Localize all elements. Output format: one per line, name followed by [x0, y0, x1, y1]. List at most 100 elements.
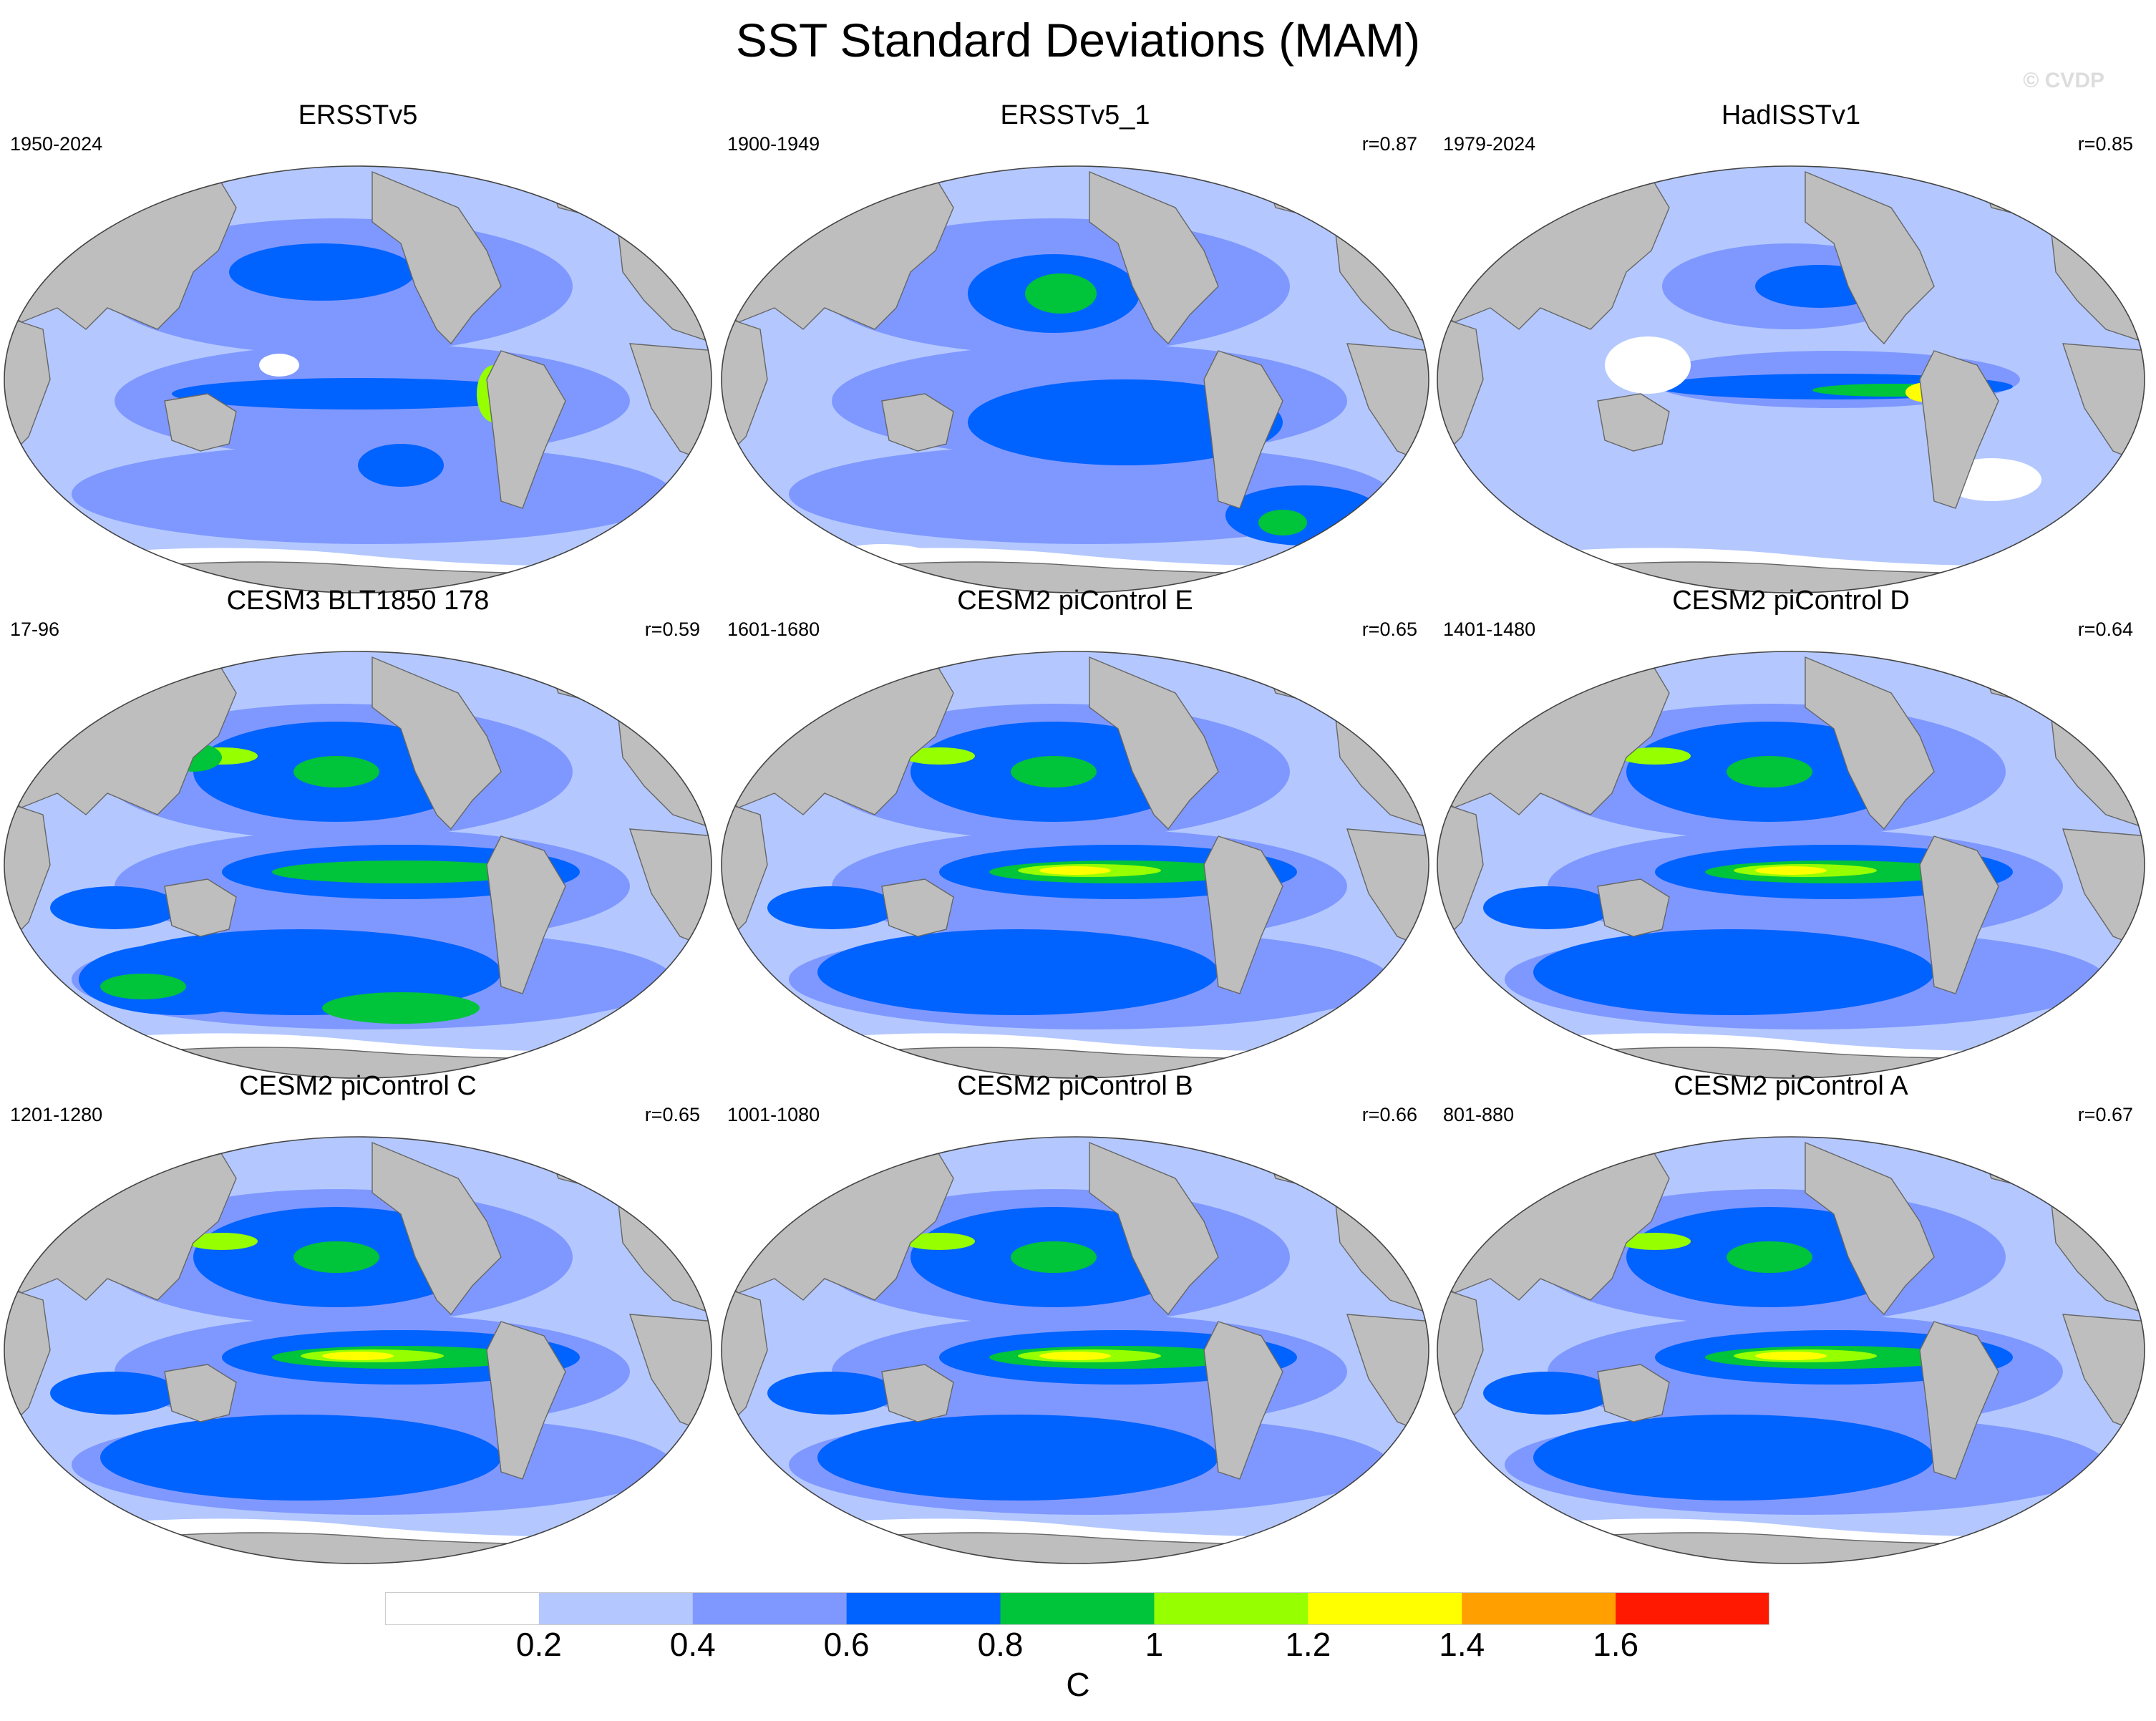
equatorial-pacific-peak	[1039, 1352, 1111, 1360]
colorbar-tick-label: 0.4	[669, 1626, 716, 1663]
globe-outline	[721, 651, 1429, 1079]
panel-title: CESM2 piControl E	[957, 586, 1193, 616]
kuroshio-region	[903, 747, 975, 765]
kuroshio-region	[903, 1233, 975, 1250]
maritime-continent-low	[1605, 336, 1691, 394]
panel-title: HadISSTv1	[1721, 100, 1861, 130]
south-america-landmass	[486, 350, 566, 509]
equatorial-pacific-core	[272, 860, 530, 883]
north-pacific-core	[1011, 756, 1097, 787]
map-panel: CESM2 piControl A 801-880 r=0.67	[1433, 1071, 2149, 1565]
north-america-landmass	[372, 170, 502, 345]
panel-period: 1201-1280	[10, 1104, 103, 1125]
equatorial-pacific-peak	[1755, 866, 1827, 875]
australia-landmass	[164, 1364, 237, 1422]
indian-ocean-region	[767, 1372, 896, 1415]
warm-pool-low	[259, 354, 299, 377]
map-panel: HadISSTv1 1979-2024 r=0.85	[1433, 100, 2149, 594]
panel-period: 1950-2024	[10, 133, 103, 155]
sst-map	[721, 1136, 1429, 1564]
map-body	[1437, 1137, 2145, 1564]
colorbar-tick-label: 0.8	[977, 1626, 1024, 1663]
south-america-landmass	[1919, 835, 1999, 994]
map-panel: CESM3 BLT1850 178 17-96 r=0.59	[0, 586, 716, 1080]
colorbar-bin	[538, 1592, 694, 1625]
southern-ocean-region	[817, 929, 1218, 1015]
south-america-landmass	[1203, 350, 1283, 509]
colorbar-tick-labels: 0.2 0.4 0.6 0.8 1 1.2 1.4 1.6	[0, 1625, 2156, 1675]
north-pacific-core	[1727, 1241, 1812, 1273]
southern-ocean-core	[322, 992, 480, 1024]
sst-map	[4, 165, 712, 593]
kuroshio-region	[1619, 747, 1691, 765]
southern-ocean-region	[1533, 1415, 1934, 1501]
sst-map	[4, 1136, 712, 1564]
indian-ocean-region	[1483, 1372, 1612, 1415]
panel-period: 17-96	[10, 619, 60, 640]
globe-outline	[1437, 651, 2145, 1079]
panel-correlation: r=0.59	[644, 619, 700, 640]
colorbar-bin	[846, 1592, 1001, 1625]
south-america-landmass	[1203, 835, 1283, 994]
equatorial-pacific	[172, 378, 544, 409]
south-atlantic-core-2	[1340, 518, 1383, 541]
north-america-landmass	[1805, 1141, 1935, 1316]
australia-landmass	[881, 878, 954, 937]
southern-ocean-region	[1533, 929, 1934, 1015]
equatorial-pacific-peak	[1755, 1352, 1827, 1360]
north-america-landmass	[1805, 656, 1935, 830]
north-pacific-core	[293, 756, 379, 787]
south-america-landmass	[1919, 350, 1999, 509]
colorbar-tick-label: 0.6	[823, 1626, 870, 1663]
north-pacific-core	[1011, 1241, 1097, 1273]
map-panel: CESM2 piControl D 1401-1480 r=0.64	[1433, 586, 2149, 1080]
colorbar-bin	[692, 1592, 848, 1625]
australia-landmass	[164, 393, 237, 452]
colorbar-svg	[385, 1592, 1770, 1625]
kuroshio-region	[1619, 1233, 1691, 1250]
map-panel: CESM2 piControl B 1001-1080 r=0.66	[717, 1071, 1433, 1565]
panel-period: 1001-1080	[727, 1104, 820, 1125]
panel-title: CESM2 piControl C	[239, 1071, 477, 1101]
globe-outline	[4, 165, 712, 593]
panel-title: CESM2 piControl B	[957, 1071, 1193, 1101]
map-body	[722, 651, 1429, 1078]
colorbar-tick-label: 0.2	[515, 1626, 562, 1663]
south-america-landmass	[1919, 1321, 1999, 1480]
north-america-landmass	[372, 1141, 502, 1316]
south-atlantic-region	[1225, 485, 1383, 546]
panel-title: ERSSTv5_1	[1000, 100, 1150, 130]
north-america-landmass	[1089, 656, 1219, 830]
sst-map	[1437, 1136, 2145, 1564]
colorbar-outline	[385, 1592, 1769, 1625]
sst-map	[721, 165, 1429, 593]
australia-landmass	[164, 878, 237, 937]
southern-ocean-region	[817, 1415, 1218, 1501]
sst-map	[1437, 165, 2145, 593]
panel-title: CESM2 piControl D	[1672, 586, 1910, 616]
south-america-landmass	[1203, 1321, 1283, 1480]
panel-period: 1900-1949	[727, 133, 820, 155]
indian-ocean-region	[767, 886, 896, 929]
panel-correlation: r=0.65	[644, 1104, 700, 1125]
south-america-landmass	[486, 1321, 566, 1480]
antarctica-landmass	[4, 1532, 712, 1564]
colorbar-units: C	[1066, 1666, 1090, 1703]
antarctica-landmass	[722, 1532, 1429, 1564]
sst-map	[4, 651, 712, 1079]
south-indian-core	[100, 974, 186, 999]
panel-correlation: r=0.87	[1361, 133, 1417, 155]
globe-outline	[721, 1136, 1429, 1564]
colorbar-tick-label: 1.2	[1285, 1626, 1331, 1663]
panel-correlation: r=0.67	[2077, 1104, 2133, 1125]
panel-title: CESM3 BLT1850 178	[226, 586, 490, 616]
australia-landmass	[881, 1364, 954, 1422]
colorbar-bin	[1154, 1592, 1308, 1625]
map-body	[722, 1137, 1429, 1564]
sst-map	[721, 651, 1429, 1079]
antarctica-landmass	[1437, 1532, 2145, 1564]
globe-outline	[721, 165, 1429, 593]
panel-correlation: r=0.85	[2077, 133, 2133, 155]
australia-landmass	[881, 393, 954, 452]
map-panel: ERSSTv5 1950-2024	[0, 100, 716, 594]
